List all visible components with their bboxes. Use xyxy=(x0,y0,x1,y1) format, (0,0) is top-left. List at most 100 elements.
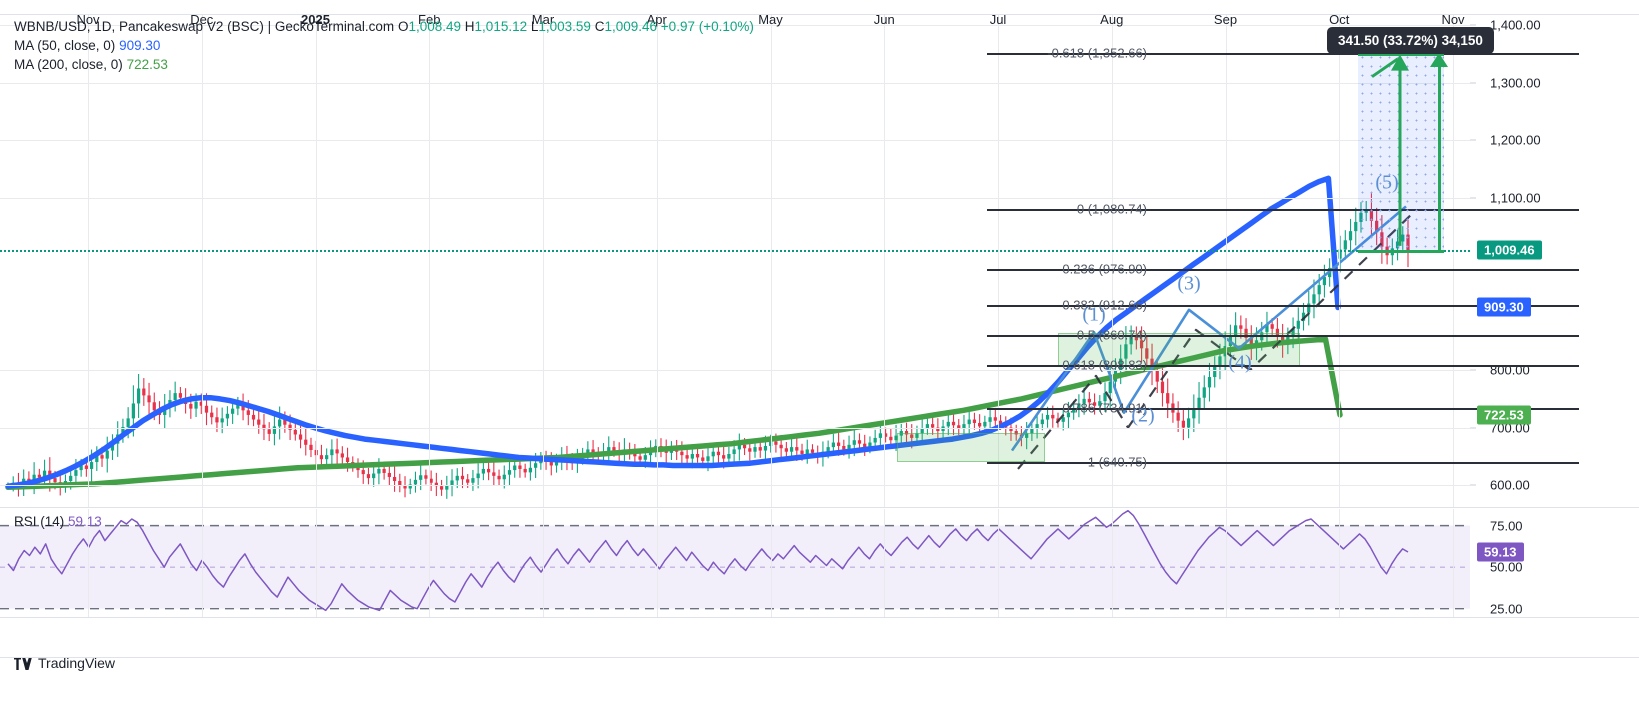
candle-body xyxy=(523,468,527,473)
rsi-legend[interactable]: RSI (14) 59.13 xyxy=(14,514,102,529)
pane-separator xyxy=(0,617,1639,618)
grid-line-vertical xyxy=(543,14,544,508)
time-axis[interactable]: Nov Dec 2025 Feb Mar Apr May Jun Jul Aug Sep Oct Nov xyxy=(0,0,1470,40)
rsi-pane[interactable] xyxy=(0,509,1470,617)
elliott-wave-label[interactable]: (4) xyxy=(1228,351,1252,374)
candle-body xyxy=(904,431,909,435)
candle-body xyxy=(706,456,710,461)
candle-body xyxy=(810,449,815,453)
fib-level-line[interactable] xyxy=(987,305,1579,308)
candle-body xyxy=(1092,402,1097,406)
grid-line-vertical xyxy=(1225,14,1227,508)
candle-body xyxy=(1322,277,1327,286)
ma200-price-badge[interactable]: 722.53 xyxy=(1477,405,1531,425)
candle-body xyxy=(74,470,78,476)
candle-body xyxy=(722,455,726,459)
fib-level-line[interactable] xyxy=(987,365,1579,368)
price-tick-label: 1,300.00 xyxy=(1490,75,1541,91)
candle-body xyxy=(204,405,209,413)
price-tick-mark xyxy=(1470,139,1476,141)
fib-zone-upper[interactable] xyxy=(1058,332,1300,366)
fib-level-label: 0.5 (860.74) xyxy=(1076,327,1147,343)
projection-arrow-shaft xyxy=(1438,62,1441,250)
candle-body xyxy=(983,421,987,427)
candle-body xyxy=(95,455,99,463)
candle-body xyxy=(638,456,642,460)
candle-body xyxy=(528,467,533,473)
candle-body xyxy=(1176,412,1180,421)
elliott-wave-label[interactable]: (2) xyxy=(1131,404,1155,427)
rsi-axis[interactable]: 75.00 50.00 25.00 59.13 xyxy=(1470,509,1639,617)
fib-level-line[interactable] xyxy=(987,268,1579,271)
candle-body xyxy=(554,460,559,466)
candle-body xyxy=(1139,340,1144,349)
candle-body xyxy=(1009,427,1013,432)
elliott-wave-label[interactable]: (5) xyxy=(1375,171,1399,194)
candle-body xyxy=(100,455,104,459)
candle-body xyxy=(1202,387,1206,398)
candle-body xyxy=(225,413,230,419)
fib-level-line[interactable] xyxy=(987,52,1579,55)
grid-line-vertical xyxy=(315,509,317,617)
grid-line-vertical xyxy=(543,509,544,617)
time-tick-label: Aug xyxy=(1100,12,1124,27)
candle-body xyxy=(178,393,183,398)
fib-level-line[interactable] xyxy=(987,208,1579,211)
rsi-value-badge[interactable]: 59.13 xyxy=(1477,542,1524,562)
candle-body xyxy=(1213,366,1217,378)
projection-tooltip: 341.50 (33.72%) 34,150 xyxy=(1327,27,1494,54)
candle-body xyxy=(847,444,851,450)
candle-body xyxy=(518,465,522,469)
candle-body xyxy=(476,473,480,479)
dashed-guide-path xyxy=(1017,213,1413,470)
price-axis[interactable]: 1,400.00 1,300.00 1,200.00 1,100.00 800.00 70… xyxy=(1470,14,1639,508)
fib-level-line[interactable] xyxy=(987,407,1579,410)
candle-body xyxy=(497,475,501,480)
projection-entry-line[interactable] xyxy=(1358,249,1444,253)
candle-body xyxy=(89,462,94,469)
current-price-line xyxy=(0,249,1470,252)
candle-body xyxy=(1129,335,1133,345)
fib-level-label: -0.618 (1,352.66) xyxy=(1047,45,1147,61)
candle-body xyxy=(37,474,41,478)
elliott-wave-label[interactable]: (3) xyxy=(1177,272,1201,295)
candle-body xyxy=(513,465,517,471)
candle-body xyxy=(110,443,115,451)
grid-line-vertical xyxy=(770,14,772,508)
candle-body xyxy=(121,427,125,435)
price-pane[interactable] xyxy=(0,14,1470,508)
candle-body xyxy=(826,447,830,452)
candle-body xyxy=(643,455,647,460)
candle-body xyxy=(392,476,397,482)
projection-measure-arrowhead xyxy=(1391,54,1409,71)
pane-separator xyxy=(0,14,1639,15)
ma50-price-badge[interactable]: 909.30 xyxy=(1477,297,1531,317)
fib-level-line[interactable] xyxy=(987,461,1579,464)
candle-body xyxy=(972,419,977,423)
candle-body xyxy=(1312,294,1316,304)
fib-zone-lower[interactable] xyxy=(897,433,1045,463)
grid-line-vertical xyxy=(1339,509,1341,617)
candle-body xyxy=(1197,397,1201,409)
candle-body xyxy=(189,404,193,409)
candle-body xyxy=(335,449,339,454)
projection-target-line[interactable] xyxy=(1358,52,1444,56)
grid-line-vertical xyxy=(1453,509,1454,617)
candle-body xyxy=(319,455,324,460)
elliott-wave-label[interactable]: (1) xyxy=(1082,303,1106,326)
last-price-price-badge[interactable]: 1,009.46 xyxy=(1477,240,1542,260)
candle-body xyxy=(147,395,151,403)
rsi-tick-label: 75.00 xyxy=(1490,518,1523,534)
time-tick-label: Nov xyxy=(1441,12,1465,27)
grid-line-horizontal xyxy=(0,370,1470,372)
candle-body xyxy=(685,455,689,459)
candle-body xyxy=(372,473,376,479)
candle-body xyxy=(466,479,470,483)
candle-body xyxy=(1181,420,1185,428)
candle-body xyxy=(998,420,1003,425)
candle-body xyxy=(993,417,997,421)
candle-body xyxy=(293,429,297,435)
fib-level-line[interactable] xyxy=(987,335,1579,338)
candle-body xyxy=(988,417,992,422)
